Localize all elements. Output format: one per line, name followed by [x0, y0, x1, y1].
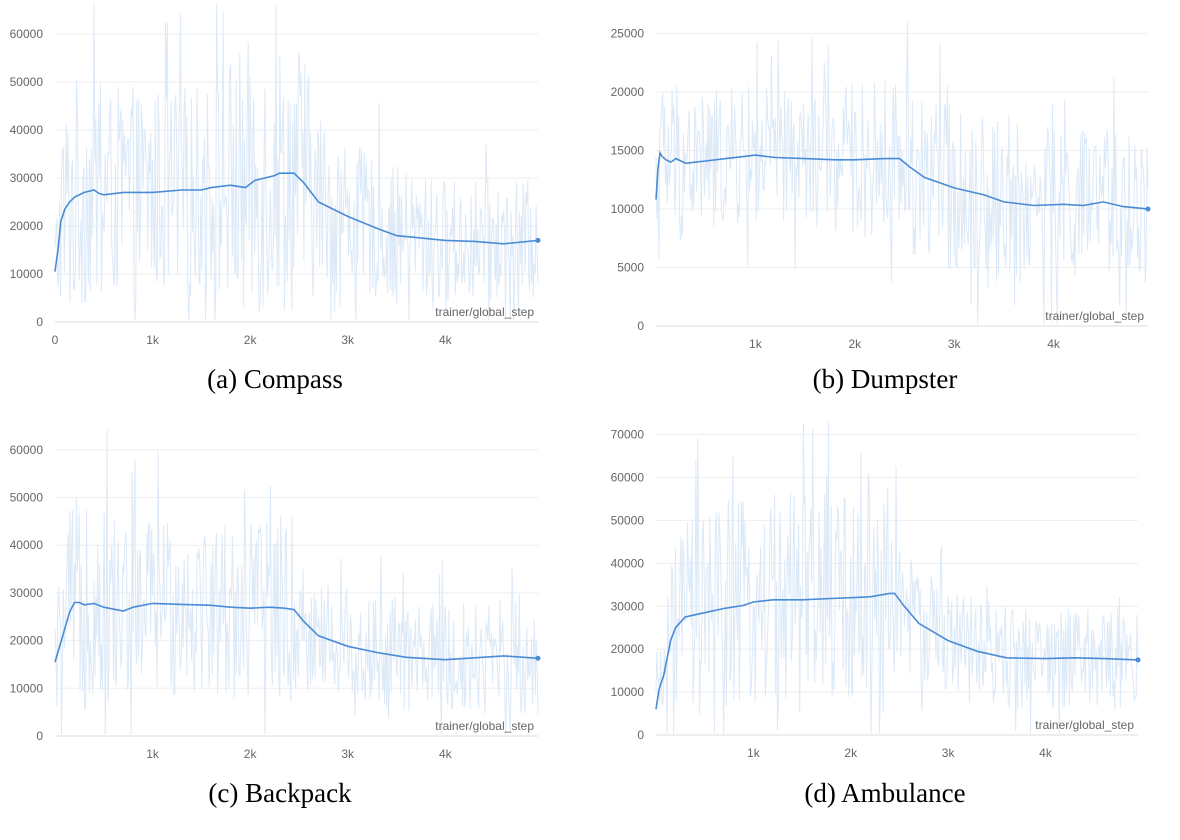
x-tick-label: 2k [848, 337, 862, 351]
chart-svg-backpack: 0 10000 20000 30000 40000 50000 60000 1k 2k 3k 4k t… [10, 429, 541, 761]
y-tick-label: 0 [36, 315, 43, 329]
chart-panel-ambulance: 0 10000 20000 30000 40000 50000 60000 70000 1k 2k… [590, 420, 1180, 840]
y-tick-label: 25000 [611, 26, 645, 40]
y-tick-label: 0 [637, 319, 644, 333]
y-tick-label: 50000 [10, 75, 44, 89]
x-tick-label: 4k [439, 333, 453, 347]
y-tick-label: 10000 [611, 202, 645, 216]
y-tick-label: 50000 [10, 491, 44, 505]
series-end-marker [535, 655, 541, 661]
x-tick-label: 1k [146, 333, 160, 347]
x-tick-label: 4k [1047, 337, 1061, 351]
chart-caption-backpack: (c) Backpack [208, 778, 352, 808]
x-axis-label: trainer/global_step [1035, 718, 1134, 732]
raw-series-line [54, 429, 539, 735]
chart-panel-backpack: 0 10000 20000 30000 40000 50000 60000 1k 2k 3k 4k t… [0, 420, 590, 840]
y-tick-label: 10000 [10, 681, 44, 695]
chart-caption-ambulance: (d) Ambulance [804, 778, 966, 808]
smoothed-series-line [655, 150, 1149, 210]
y-tick-label: 0 [36, 729, 43, 743]
y-tick-label: 20000 [611, 85, 645, 99]
series-end-marker [1145, 206, 1151, 212]
y-tick-label: 40000 [10, 123, 44, 137]
chart-panel-dumpster: 0 5000 10000 15000 20000 25000 1k 2k 3k 4k trainer… [590, 0, 1180, 410]
y-tick-label: 50000 [611, 513, 645, 527]
chart-svg-compass: 0 10000 20000 30000 40000 50000 60000 0 1k 2k 3k 4k… [10, 3, 541, 347]
chart-caption-dumpster: (b) Dumpster [812, 364, 958, 394]
x-tick-label: 4k [439, 747, 453, 761]
series-end-marker [535, 237, 541, 243]
y-tick-label: 0 [637, 728, 644, 742]
x-tick-label: 2k [844, 746, 858, 760]
x-tick-label: 1k [749, 337, 763, 351]
raw-series-line [655, 21, 1149, 325]
y-tick-label: 30000 [10, 171, 44, 185]
y-tick-label: 60000 [611, 471, 645, 485]
raw-series-line [655, 420, 1139, 734]
x-tick-label: 4k [1039, 746, 1053, 760]
x-tick-label: 3k [341, 747, 355, 761]
smoothed-series-line [655, 592, 1139, 710]
y-tick-label: 20000 [10, 634, 44, 648]
x-tick-label: 1k [146, 747, 160, 761]
y-tick-label: 70000 [611, 428, 645, 442]
y-tick-label: 5000 [617, 260, 644, 274]
smoothed-series-line [54, 172, 539, 272]
smoothed-series-line [54, 601, 539, 663]
y-tick-label: 15000 [611, 143, 645, 157]
y-tick-label: 30000 [611, 599, 645, 613]
y-tick-label: 30000 [10, 586, 44, 600]
y-tick-label: 60000 [10, 443, 44, 457]
x-tick-label: 0 [52, 333, 59, 347]
y-tick-label: 60000 [10, 27, 44, 41]
series-end-marker [1135, 657, 1141, 663]
x-axis-label: trainer/global_step [1045, 309, 1144, 323]
x-tick-label: 3k [942, 746, 956, 760]
x-tick-label: 2k [244, 333, 258, 347]
y-tick-label: 40000 [10, 538, 44, 552]
y-tick-label: 10000 [611, 685, 645, 699]
chart-caption-compass: (a) Compass [207, 364, 343, 394]
x-axis-label: trainer/global_step [435, 305, 534, 319]
x-tick-label: 3k [948, 337, 962, 351]
chart-svg-dumpster: 0 5000 10000 15000 20000 25000 1k 2k 3k 4k trainer… [611, 21, 1151, 351]
y-tick-label: 20000 [611, 642, 645, 656]
x-tick-label: 2k [244, 747, 258, 761]
x-tick-label: 1k [747, 746, 761, 760]
chart-svg-ambulance: 0 10000 20000 30000 40000 50000 60000 70000 1k 2k… [611, 420, 1141, 760]
x-tick-label: 3k [341, 333, 355, 347]
x-axis-label: trainer/global_step [435, 719, 534, 733]
raw-series-line [54, 3, 539, 321]
y-tick-label: 20000 [10, 219, 44, 233]
y-tick-label: 10000 [10, 267, 44, 281]
y-tick-label: 40000 [611, 556, 645, 570]
chart-panel-compass: 0 10000 20000 30000 40000 50000 60000 0 1k 2k 3k 4k… [0, 0, 590, 410]
